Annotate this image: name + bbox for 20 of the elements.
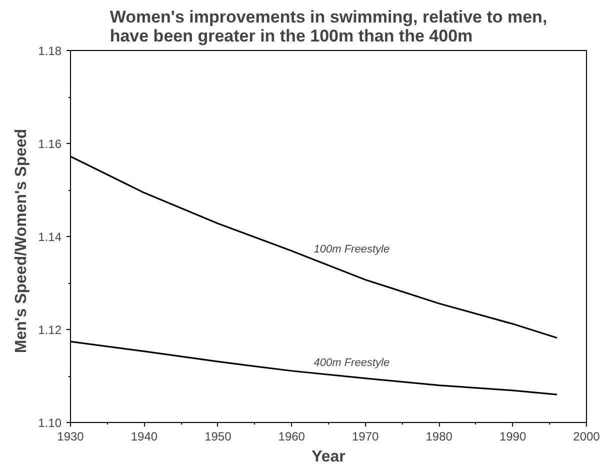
y-axis-title: Men's Speed/Women's Speed: [13, 128, 30, 354]
x-axis-title: Year: [312, 448, 346, 466]
x-tick-label: 1990: [499, 430, 526, 444]
x-tick-label: 2000: [573, 430, 600, 444]
line-series: [70, 340, 558, 396]
series-label: 400m Freestyle: [314, 357, 390, 370]
y-tick-label: 1.12: [38, 323, 62, 337]
y-tick-label: 1.10: [38, 416, 62, 430]
y-tick-label: 1.16: [38, 137, 62, 151]
x-tick-label: 1970: [352, 430, 380, 444]
x-tick-label: 1940: [130, 430, 158, 444]
x-tick-label: 1950: [204, 430, 232, 444]
x-tick-label: 1960: [278, 430, 306, 444]
chart-title: Women's improvements in swimming, relative to men, have been greater in the 100m than the 400m: [110, 8, 548, 46]
x-tick-label: 1930: [57, 430, 84, 444]
series-label: 100m Freestyle: [314, 244, 390, 256]
x-tick-label: 1980: [426, 430, 453, 444]
line-series: [70, 156, 558, 339]
y-tick-label: 1.18: [38, 44, 62, 58]
y-tick-label: 1.14: [38, 230, 62, 244]
